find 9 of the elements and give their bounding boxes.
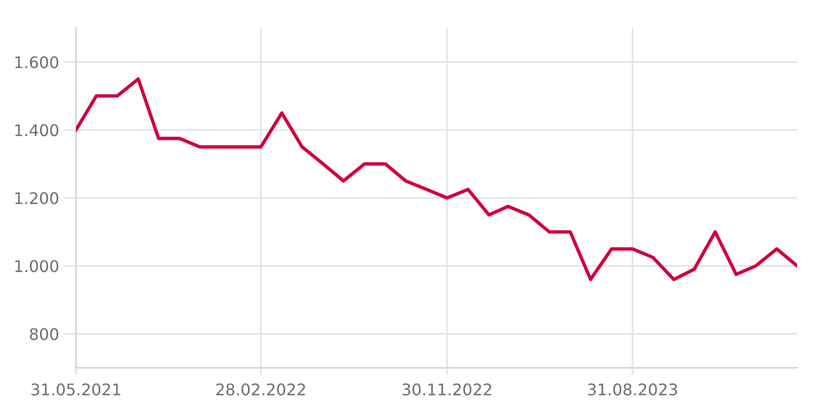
- x-tick-label: 28.02.2022: [216, 383, 305, 396]
- y-tick-label: 1.400: [15, 124, 58, 136]
- y-tick-label: 1.000: [15, 260, 58, 272]
- y-tick-label: 800: [30, 328, 58, 340]
- x-tick-label: 31.08.2023: [588, 383, 678, 396]
- y-tick-label: 1.200: [15, 192, 58, 204]
- y-tick-label: 1.600: [15, 56, 58, 68]
- x-tick-label: 30.11.2022: [402, 383, 492, 396]
- x-tick-label: 31.05.2021: [31, 383, 120, 396]
